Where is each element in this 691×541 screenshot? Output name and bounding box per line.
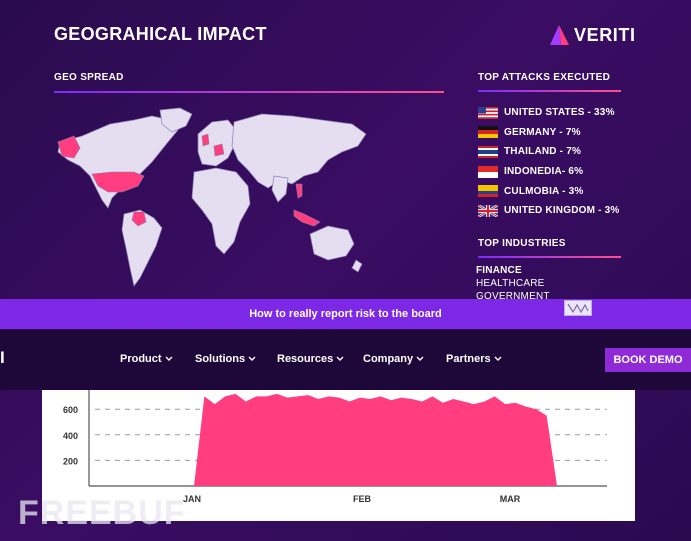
north-america-landmass bbox=[57, 115, 179, 209]
uk-flag-icon bbox=[478, 204, 498, 217]
x-tick-label: MAR bbox=[500, 494, 521, 504]
indonesia-flag-icon bbox=[478, 165, 498, 178]
book-demo-label: BOOK DEMO bbox=[613, 354, 683, 366]
industries-list: FINANCE HEALTHCARE GOVERNMENT bbox=[476, 264, 550, 303]
geo-spread-heading: GEO SPREAD bbox=[54, 72, 124, 83]
nav-item-label: Product bbox=[120, 353, 162, 365]
nav-item-label: Company bbox=[363, 353, 414, 365]
banner-image-icon bbox=[564, 300, 592, 316]
attack-row-germany: GERMANY - 7% bbox=[478, 123, 668, 143]
top-attacks-divider bbox=[478, 90, 621, 92]
attack-label: UNITED STATES - 33% bbox=[504, 107, 615, 119]
europe-landmass bbox=[197, 119, 237, 167]
nav-partners[interactable]: Partners bbox=[446, 353, 502, 365]
attack-label: THAILAND - 7% bbox=[504, 146, 582, 158]
attack-label: GERMANY - 7% bbox=[504, 126, 581, 138]
nav-resources[interactable]: Resources bbox=[277, 353, 344, 365]
logo-text: VERITI bbox=[574, 24, 636, 45]
south-america-landmass bbox=[121, 209, 163, 287]
germany-highlight bbox=[213, 143, 225, 157]
asia-landmass bbox=[231, 113, 367, 189]
attack-row-colombia: CULMOBIA - 3% bbox=[478, 181, 668, 201]
attack-row-uk: UNITED KINGDOM - 3% bbox=[478, 201, 668, 221]
world-map bbox=[57, 107, 367, 287]
book-demo-button[interactable]: BOOK DEMO bbox=[605, 348, 691, 372]
promo-banner-text[interactable]: How to really report risk to the board bbox=[249, 308, 442, 320]
thailand-highlight bbox=[295, 183, 303, 199]
veriti-logo-icon bbox=[550, 25, 569, 45]
y-tick-label: 600 bbox=[63, 405, 78, 415]
watermark-text: FREEBUF bbox=[18, 494, 186, 532]
top-industries-heading: TOP INDUSTRIES bbox=[478, 238, 566, 249]
attack-row-us: UNITED STATES - 33% bbox=[478, 103, 668, 123]
india-landmass bbox=[271, 175, 289, 203]
colombia-highlight bbox=[131, 211, 147, 227]
usa-highlight bbox=[91, 171, 145, 193]
thailand-flag-icon bbox=[478, 145, 498, 158]
x-tick-label: JAN bbox=[183, 494, 201, 504]
attacks-area-series bbox=[194, 393, 557, 486]
veriti-logo[interactable]: VERITI bbox=[548, 22, 636, 48]
attack-label: UNITED KINGDOM - 3% bbox=[504, 205, 620, 217]
nav-solutions[interactable]: Solutions bbox=[195, 353, 256, 365]
x-tick-label: FEB bbox=[353, 494, 372, 504]
chevron-down-icon bbox=[165, 356, 173, 361]
australia-landmass bbox=[309, 225, 355, 261]
nav-item-label: Resources bbox=[277, 353, 334, 365]
colombia-flag-icon bbox=[478, 185, 498, 198]
us-flag-icon bbox=[478, 106, 498, 119]
greenland-landmass bbox=[159, 107, 193, 133]
industry-item: HEALTHCARE bbox=[476, 278, 545, 289]
industry-item: FINANCE bbox=[476, 265, 522, 276]
geo-spread-divider bbox=[54, 91, 444, 93]
attack-label: CULMOBIA - 3% bbox=[504, 185, 584, 197]
new-zealand-landmass bbox=[351, 259, 363, 273]
y-tick-label: 400 bbox=[63, 431, 78, 441]
attacks-chart: 200 400 600 JAN FEB MAR bbox=[42, 390, 635, 521]
chevron-down-icon bbox=[248, 356, 256, 361]
attack-row-thailand: THAILAND - 7% bbox=[478, 142, 668, 162]
uk-highlight bbox=[201, 133, 210, 147]
top-attacks-list: UNITED STATES - 33% GERMANY - 7% THAILAN… bbox=[478, 103, 668, 221]
y-tick-label: 200 bbox=[63, 456, 78, 466]
africa-landmass bbox=[191, 167, 251, 255]
chevron-down-icon bbox=[416, 356, 424, 361]
attacks-chart-svg: 200 400 600 JAN FEB MAR bbox=[63, 390, 607, 504]
site-navbar bbox=[0, 330, 691, 390]
nav-item-label: Partners bbox=[446, 353, 491, 365]
industry-item: GOVERNMENT bbox=[476, 291, 550, 302]
chevron-down-icon bbox=[336, 356, 344, 361]
alaska-highlight bbox=[57, 135, 81, 159]
nav-item-label: Solutions bbox=[195, 353, 246, 365]
attack-label: INDONEDIA- 6% bbox=[504, 166, 584, 178]
germany-flag-icon bbox=[478, 126, 498, 139]
page-title: GEOGRAHICAL IMPACT bbox=[54, 24, 267, 44]
top-industries-divider bbox=[478, 256, 621, 258]
nav-company[interactable]: Company bbox=[363, 353, 424, 365]
attack-row-indonesia: INDONEDIA- 6% bbox=[478, 162, 668, 182]
nav-logo-fragment[interactable]: I bbox=[0, 348, 5, 367]
chevron-down-icon bbox=[494, 356, 502, 361]
nav-product[interactable]: Product bbox=[120, 353, 173, 365]
top-attacks-heading: TOP ATTACKS EXECUTED bbox=[478, 72, 611, 83]
indonesia-highlight bbox=[293, 209, 321, 227]
